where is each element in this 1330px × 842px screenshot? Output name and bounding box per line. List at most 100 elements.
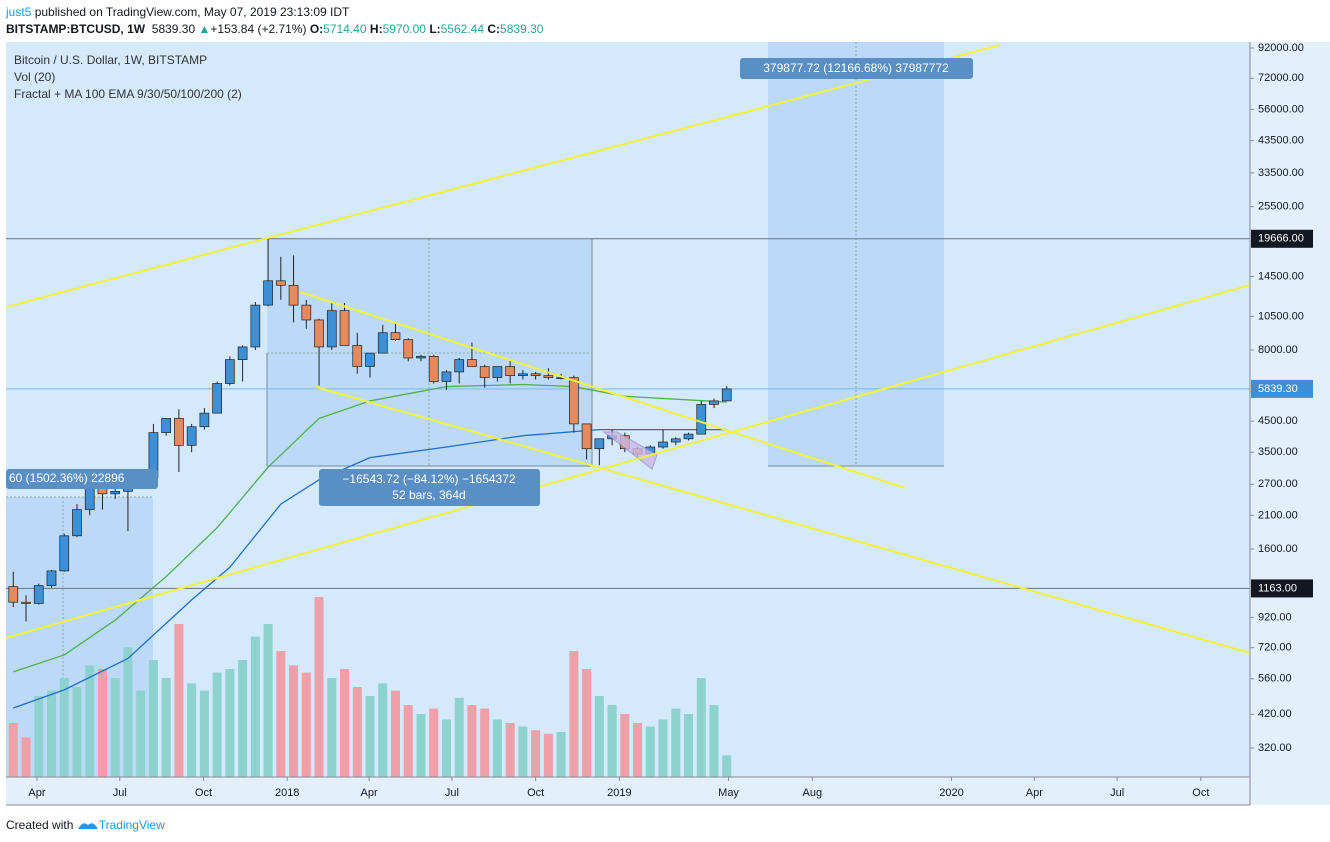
- last: 5839.30: [151, 22, 196, 36]
- author[interactable]: just5: [6, 5, 32, 19]
- candle-body: [250, 304, 261, 348]
- brand[interactable]: TradingView: [98, 818, 165, 832]
- candle-body: [569, 377, 579, 425]
- candle-body: [390, 332, 401, 340]
- volume-bar: [378, 683, 388, 777]
- candle-body: [594, 438, 605, 450]
- candle-body: [326, 310, 337, 348]
- x-tick-label: Jul: [1110, 787, 1124, 799]
- volume-bar: [645, 726, 655, 777]
- volume-bar: [212, 672, 222, 777]
- volume-bar: [594, 696, 604, 777]
- candle-body: [416, 355, 426, 359]
- y-tick-label: 14500.00: [1258, 270, 1304, 282]
- o-label: O:: [309, 22, 324, 36]
- candle-body: [225, 359, 235, 384]
- price-axis-bg: [1250, 42, 1330, 805]
- volume-bar: [671, 708, 681, 777]
- volume-bar: [148, 660, 158, 777]
- candle-body: [683, 433, 694, 440]
- volume-bar: [301, 672, 311, 777]
- candle-body: [492, 366, 503, 378]
- x-tick-label: 2020: [939, 787, 963, 799]
- volume-bar: [97, 669, 107, 777]
- volume-bar: [161, 678, 171, 777]
- y-tick-label: 3500.00: [1258, 446, 1298, 458]
- volume-bar: [250, 636, 260, 777]
- c: 5839.30: [500, 22, 544, 36]
- ma-line: [13, 429, 727, 709]
- volume-bar: [696, 678, 706, 777]
- candle-body: [365, 352, 375, 367]
- candle-body: [543, 375, 554, 378]
- candle-body: [174, 418, 184, 446]
- volume-bar: [72, 687, 82, 777]
- annotation: −16543.72 (−84.12%) −1654372: [342, 472, 515, 486]
- candle-body: [505, 366, 516, 377]
- volume-bar: [416, 714, 426, 777]
- candle-body: [352, 345, 363, 367]
- volume-bar: [518, 726, 528, 777]
- candle-body: [110, 490, 121, 495]
- volume-bar: [582, 669, 592, 777]
- l: 5562.44: [440, 22, 485, 36]
- y-tick-label: 43500.00: [1258, 135, 1304, 147]
- volume-bar: [633, 723, 643, 777]
- volume-bar: [47, 690, 57, 777]
- volume-bar: [543, 733, 553, 777]
- trend-line: [315, 386, 1251, 654]
- arrow: ▲: [198, 22, 211, 36]
- volume-bar: [21, 737, 31, 777]
- x-tick-label: Oct: [527, 787, 544, 799]
- volume-bar: [429, 708, 439, 777]
- volume-bar: [569, 651, 579, 777]
- volume-bar: [59, 678, 69, 777]
- y-tick-label: 720.00: [1258, 642, 1292, 654]
- volume-bar: [365, 696, 375, 777]
- volume-bar: [187, 683, 197, 777]
- h-label: H:: [369, 22, 383, 36]
- volume-bar: [225, 669, 235, 777]
- candle-body: [72, 509, 82, 537]
- y-tick-label: 560.00: [1258, 673, 1292, 685]
- volume-bar: [289, 665, 299, 777]
- y-tick-label: 920.00: [1258, 611, 1292, 623]
- volume-bar: [505, 723, 515, 777]
- y-tick-label: 10500.00: [1258, 310, 1304, 322]
- x-tick-label: Apr: [28, 787, 45, 799]
- x-tick-label: Oct: [1192, 787, 1209, 799]
- candle-body: [161, 418, 172, 433]
- candle-body: [59, 535, 70, 572]
- volume-bar: [327, 678, 337, 777]
- candle-body: [441, 371, 452, 382]
- chart: 379877.72 (12166.68%) 37987772 −16543.72…: [5, 42, 1330, 806]
- candle-body: [454, 359, 465, 373]
- volume-bar: [263, 624, 273, 777]
- x-tick-label: 2018: [275, 787, 299, 799]
- price-label-box: [1251, 229, 1313, 248]
- x-tick-label: Apr: [361, 787, 378, 799]
- candle-body: [288, 284, 299, 306]
- candle-body: [530, 373, 541, 377]
- volume-bar: [8, 723, 18, 777]
- volume-bar: [238, 660, 248, 777]
- volume-bar: [556, 732, 566, 777]
- candle-body: [8, 586, 19, 603]
- volume-bar: [684, 714, 694, 777]
- annotation-box: [6, 469, 158, 489]
- volume-bar: [174, 624, 184, 777]
- candle-body: [721, 388, 732, 402]
- candle-body: [84, 486, 95, 510]
- x-tick-label: May: [718, 787, 739, 799]
- candle-body: [581, 423, 592, 450]
- volume-bar: [441, 719, 451, 777]
- y-tick-label: 320.00: [1258, 742, 1292, 754]
- candle-body: [696, 404, 707, 435]
- volume-bar: [34, 696, 44, 777]
- plot-bg: [6, 42, 1250, 777]
- y-tick-label: 56000.00: [1258, 103, 1304, 115]
- annotation: 60 (1502.36%) 22896: [9, 471, 125, 485]
- y-tick-label: 8000.00: [1258, 344, 1298, 356]
- candle-body: [263, 280, 273, 306]
- header: just5 published on TradingView.com, May …: [6, 4, 543, 38]
